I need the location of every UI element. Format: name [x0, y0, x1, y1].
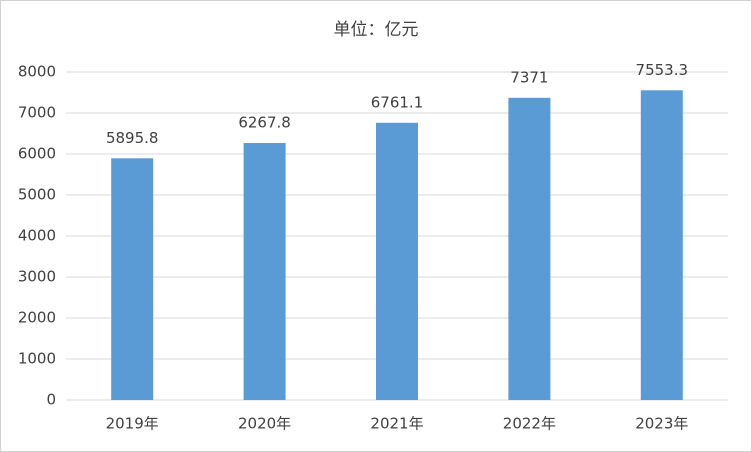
- bar: [376, 122, 418, 401]
- y-tick-label: 6000: [18, 145, 56, 163]
- bar: [640, 90, 683, 400]
- y-tick-label: 5000: [18, 186, 56, 204]
- data-label: 6267.8: [238, 114, 291, 132]
- y-tick-label: 7000: [18, 104, 56, 122]
- y-tick-label: 0: [46, 391, 56, 409]
- data-label: 6761.1: [371, 93, 424, 111]
- y-tick-label: 3000: [18, 268, 56, 286]
- data-label: 5895.8: [106, 129, 159, 147]
- data-label: 7371: [510, 68, 548, 86]
- bar: [111, 158, 154, 400]
- x-tick-label: 2021年: [370, 415, 423, 433]
- y-tick-label: 2000: [18, 309, 56, 327]
- x-tick-label: 2023年: [635, 415, 688, 433]
- data-label: 7553.3: [636, 61, 689, 79]
- x-tick-label: 2019年: [106, 415, 159, 433]
- bar: [508, 97, 551, 400]
- y-tick-label: 4000: [18, 227, 56, 245]
- y-tick-label: 8000: [18, 63, 56, 81]
- chart-title: 单位：亿元: [334, 20, 419, 40]
- y-tick-label: 1000: [18, 350, 56, 368]
- x-tick-label: 2022年: [503, 415, 556, 433]
- bar: [243, 143, 286, 400]
- x-tick-label: 2020年: [238, 415, 291, 433]
